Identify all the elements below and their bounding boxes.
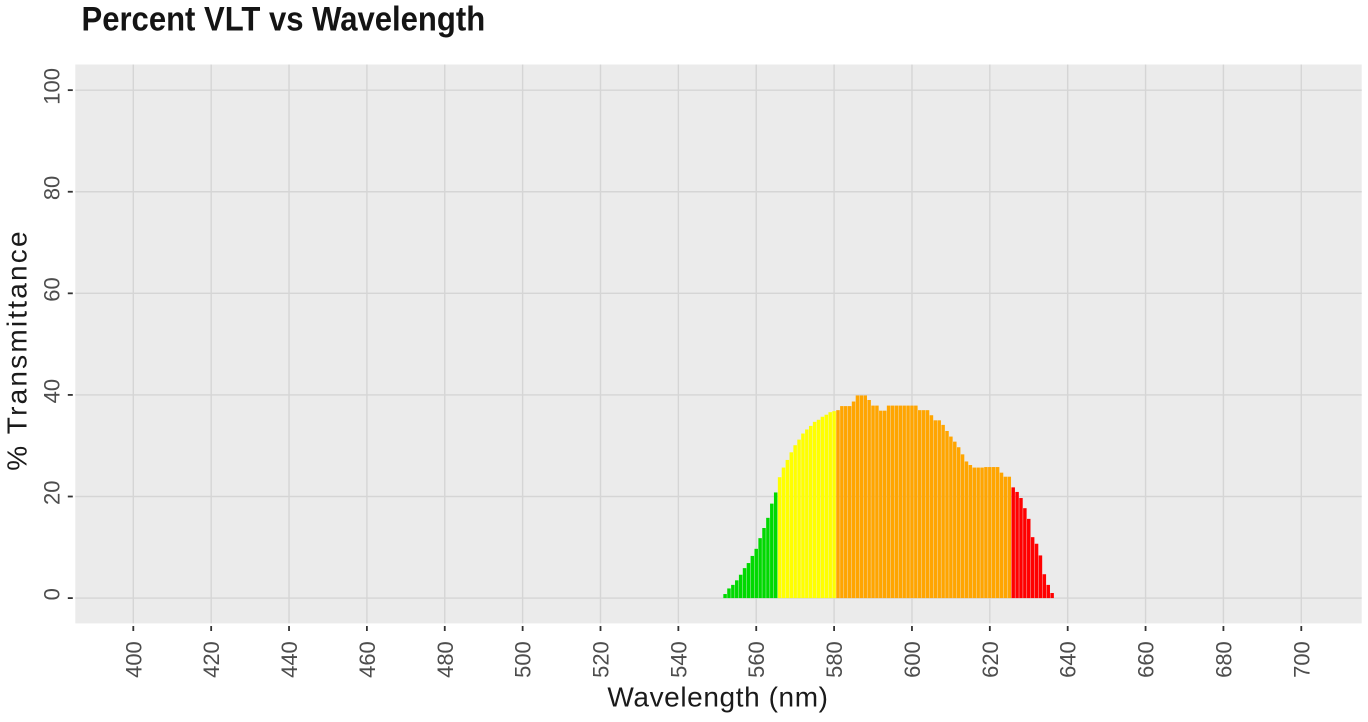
svg-text:80: 80: [39, 176, 64, 200]
svg-text:480: 480: [433, 641, 458, 678]
svg-text:540: 540: [666, 641, 691, 678]
svg-text:Wavelength (nm): Wavelength (nm): [607, 682, 828, 713]
svg-text:0: 0: [39, 588, 64, 600]
svg-text:460: 460: [355, 641, 380, 678]
svg-text:420: 420: [199, 641, 224, 678]
svg-text:100: 100: [39, 68, 64, 105]
svg-text:620: 620: [978, 641, 1003, 678]
svg-text:% Transmittance: % Transmittance: [2, 229, 33, 471]
svg-text:Percent VLT vs Wavelength: Percent VLT vs Wavelength: [82, 0, 486, 38]
svg-text:40: 40: [39, 379, 64, 403]
svg-text:20: 20: [39, 480, 64, 504]
svg-text:640: 640: [1056, 641, 1081, 678]
svg-text:660: 660: [1134, 641, 1159, 678]
svg-text:400: 400: [121, 641, 146, 678]
svg-text:520: 520: [589, 641, 614, 678]
svg-text:580: 580: [822, 641, 847, 678]
svg-text:500: 500: [511, 641, 536, 678]
svg-text:700: 700: [1289, 641, 1314, 678]
svg-text:60: 60: [39, 277, 64, 301]
svg-text:560: 560: [744, 641, 769, 678]
svg-text:680: 680: [1211, 641, 1236, 678]
svg-text:600: 600: [900, 641, 925, 678]
svg-text:440: 440: [277, 641, 302, 678]
